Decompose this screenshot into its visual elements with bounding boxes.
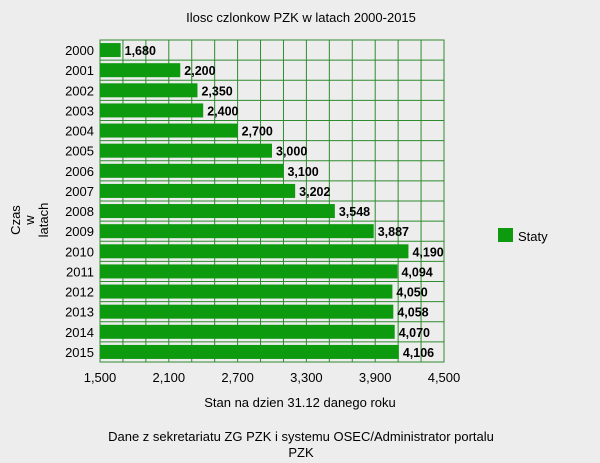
x-tick-label: 2,100	[153, 370, 186, 385]
y-tick-label-2002: 2002	[65, 83, 94, 98]
data-label-2000: 1,680	[125, 44, 156, 58]
y-axis-label-line-3: latach	[36, 203, 51, 238]
x-tick-label: 3,900	[359, 370, 392, 385]
y-tick-label-2010: 2010	[65, 244, 94, 259]
data-label-2001: 2,200	[184, 64, 215, 78]
x-tick-label: 4,500	[428, 370, 461, 385]
bar-2011	[100, 264, 398, 279]
y-tick-label-2012: 2012	[65, 285, 94, 300]
data-label-2004: 2,700	[242, 125, 273, 139]
y-tick-label-2007: 2007	[65, 184, 94, 199]
bar-2005	[100, 143, 272, 158]
data-label-2012: 4,050	[396, 286, 427, 300]
x-tick-labels: 1,500 2,100 2,700 3,300 3,900 4,500	[84, 370, 461, 385]
data-label-2002: 2,350	[201, 84, 232, 98]
x-axis-label: Stan na dzien 31.12 danego roku	[204, 395, 396, 410]
y-tick-label-2011: 2011	[66, 264, 94, 279]
data-label-2013: 4,058	[397, 306, 428, 320]
legend-swatch-staty	[498, 228, 513, 242]
bar-2000	[100, 43, 121, 58]
y-axis-label-line-1: Czas	[8, 205, 23, 235]
x-tick-label: 1,500	[84, 370, 117, 385]
y-tick-labels: 2000 2001 2002 2003 2004 2005 2006 2007 2008 2009…	[65, 43, 94, 360]
y-tick-label-2000: 2000	[65, 43, 94, 58]
bar-2001	[100, 63, 181, 78]
y-tick-label-2001: 2001	[65, 63, 94, 78]
x-tick-label: 3,300	[290, 370, 323, 385]
bar-2006	[100, 163, 284, 178]
data-label-2006: 3,100	[287, 165, 318, 179]
chart-title: Ilosc czlonkow PZK w latach 2000-2015	[186, 10, 416, 25]
footer-line-2: PZK	[288, 445, 314, 460]
bar-2008	[100, 204, 335, 219]
data-label-2011: 4,094	[401, 265, 432, 279]
bar-2015	[100, 344, 399, 359]
data-label-2003: 2,400	[207, 104, 238, 118]
y-tick-label-2004: 2004	[65, 124, 94, 139]
bar-2010	[100, 244, 409, 259]
data-label-2008: 3,548	[339, 205, 370, 219]
y-tick-label-2015: 2015	[65, 345, 94, 360]
bar-2004	[100, 123, 238, 138]
data-label-2009: 3,887	[378, 225, 409, 239]
bar-2012	[100, 284, 393, 299]
y-tick-label-2013: 2013	[65, 305, 94, 320]
legend-label-staty: Staty	[518, 229, 548, 244]
bar-2002	[100, 83, 198, 98]
bar-2013	[100, 304, 394, 319]
y-tick-label-2005: 2005	[65, 144, 94, 159]
footer-line-1: Dane z sekretariatu ZG PZK i systemu OSE…	[108, 429, 494, 444]
data-label-2015: 4,106	[403, 346, 434, 360]
bar-2003	[100, 103, 204, 118]
bar-2009	[100, 224, 374, 239]
y-tick-label-2014: 2014	[65, 325, 94, 340]
data-label-2010: 4,190	[412, 245, 443, 259]
bars	[100, 43, 409, 359]
data-label-2007: 3,202	[299, 185, 330, 199]
data-label-2005: 3,000	[276, 145, 307, 159]
y-tick-label-2009: 2009	[65, 224, 94, 239]
x-tick-label: 2,700	[221, 370, 254, 385]
bar-2007	[100, 183, 296, 198]
y-axis-label-line-2: w	[22, 215, 37, 226]
bar-2014	[100, 324, 395, 339]
y-tick-label-2008: 2008	[65, 204, 94, 219]
y-tick-label-2003: 2003	[65, 103, 94, 118]
y-tick-label-2006: 2006	[65, 164, 94, 179]
data-label-2014: 4,070	[399, 326, 430, 340]
